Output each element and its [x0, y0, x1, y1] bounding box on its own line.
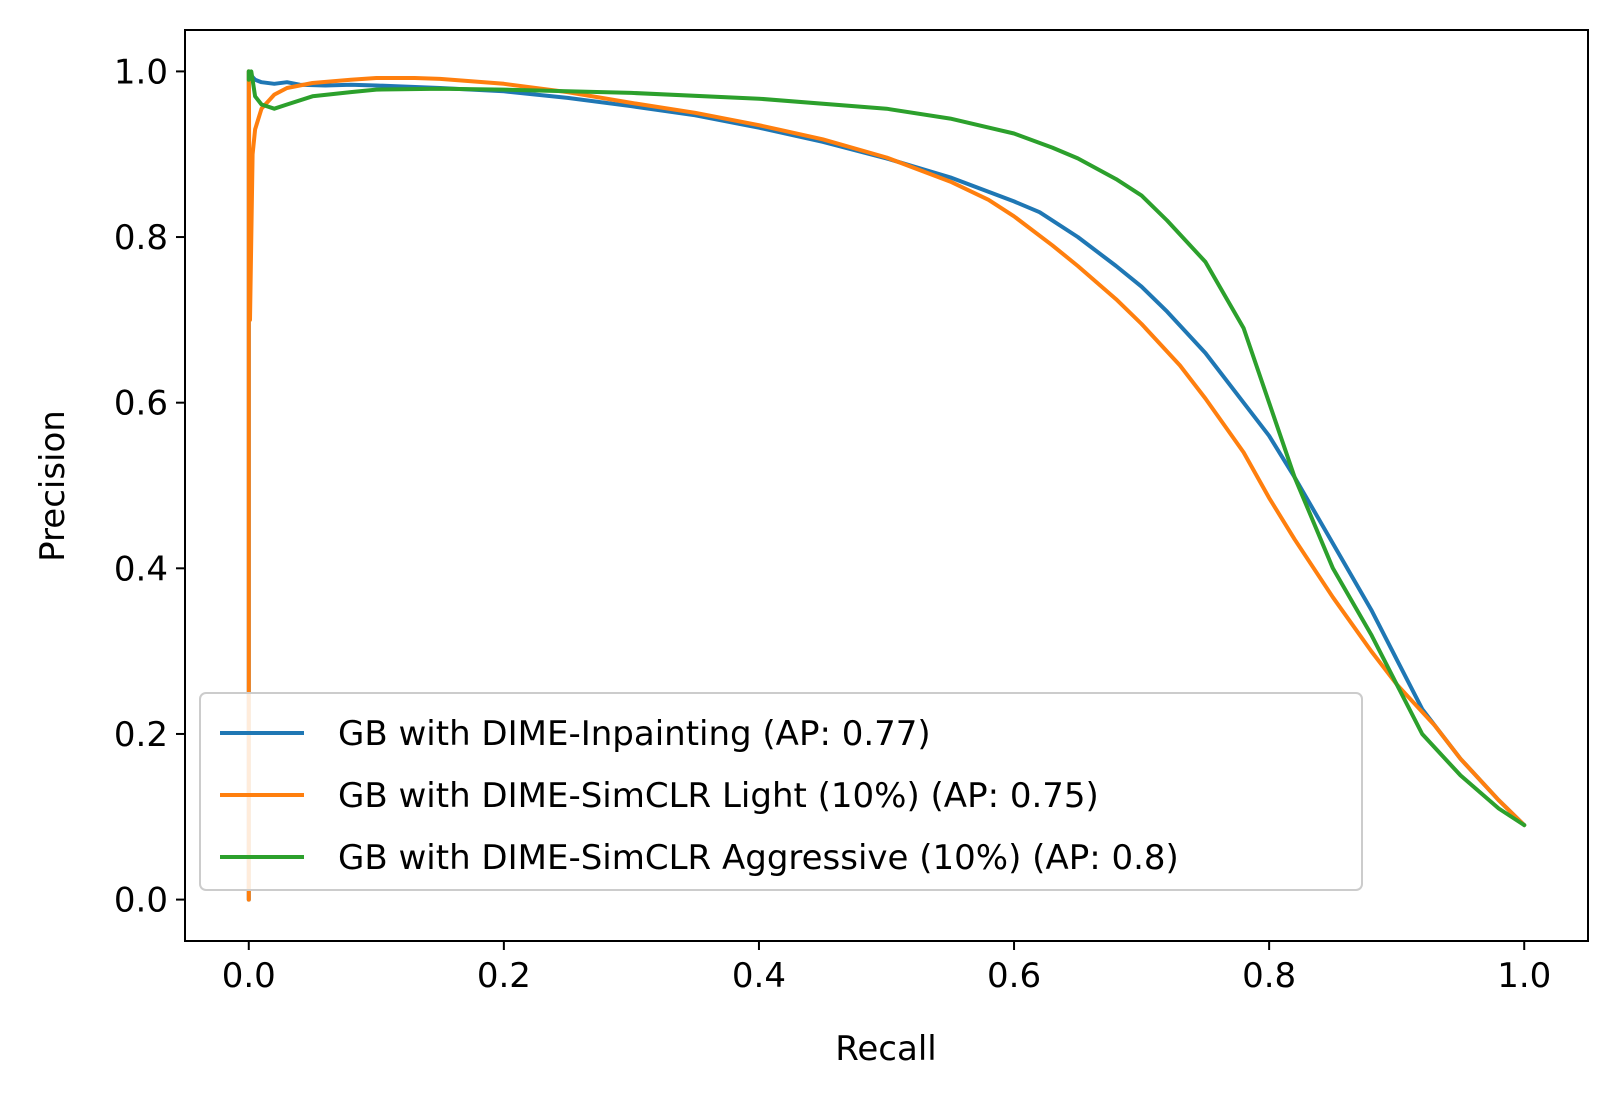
y-tick-label: 0.2	[114, 715, 168, 755]
x-axis-label: Recall	[835, 1029, 936, 1069]
y-tick-label: 0.8	[114, 218, 168, 258]
y-tick-label: 1.0	[114, 52, 168, 92]
x-axis-ticks: 0.0 0.2 0.4 0.6 0.8 1.0	[222, 941, 1551, 996]
y-tick-label: 0.0	[114, 881, 168, 921]
series-line-3	[246, 69, 1527, 828]
legend-box	[199, 692, 1363, 891]
x-tick-label: 1.0	[1497, 956, 1551, 996]
plot-frame	[184, 29, 1589, 942]
series-line-2	[246, 69, 1527, 902]
y-tick-label: 0.4	[114, 549, 168, 589]
series-layer	[246, 69, 1527, 902]
x-tick-label: 0.2	[477, 956, 531, 996]
legend-label-3: GB with DIME-SimCLR Aggressive (10%) (AP…	[338, 838, 1179, 878]
x-tick-label: 0.0	[222, 956, 276, 996]
legend: GB with DIME-Inpainting (AP: 0.77) GB wit…	[199, 692, 1363, 891]
x-tick-label: 0.6	[987, 956, 1041, 996]
legend-label-2: GB with DIME-SimCLR Light (10%) (AP: 0.7…	[338, 776, 1099, 816]
legend-label-1: GB with DIME-Inpainting (AP: 0.77)	[338, 714, 931, 754]
y-axis-label: Precision	[33, 410, 73, 562]
y-tick-label: 0.6	[114, 384, 168, 424]
x-tick-label: 0.4	[732, 956, 786, 996]
x-tick-label: 0.8	[1242, 956, 1296, 996]
y-axis-ticks: 0.0 0.2 0.4 0.6 0.8 1.0	[114, 52, 185, 921]
